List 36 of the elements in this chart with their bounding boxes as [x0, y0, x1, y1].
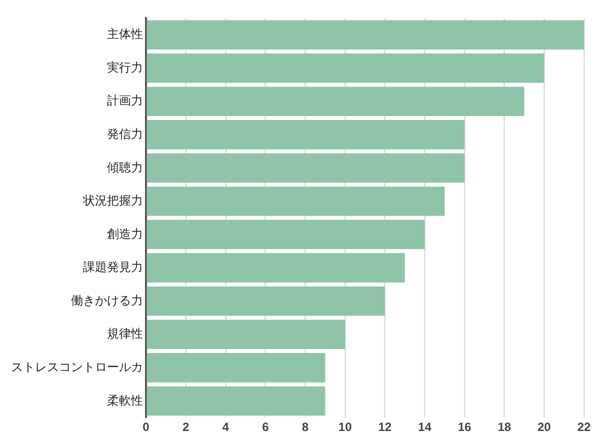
bar — [146, 320, 346, 350]
y-tick-label: ストレスコントロールカ — [11, 360, 143, 374]
bar — [146, 253, 405, 282]
x-tick-label: 18 — [498, 420, 512, 434]
y-tick-label: 主体性 — [107, 27, 143, 42]
y-tick-label: 状況把握力 — [82, 194, 143, 208]
x-tick-label: 6 — [262, 420, 270, 434]
x-tick-label: 14 — [418, 420, 432, 434]
bar — [146, 20, 584, 50]
x-tick-label: 12 — [378, 420, 392, 434]
bar — [146, 53, 544, 83]
x-tick-label: 20 — [538, 420, 552, 434]
y-tick-label: 課題発見力 — [83, 260, 143, 274]
bar — [146, 86, 524, 116]
y-tick-label: 実行力 — [107, 60, 143, 74]
x-tick-label: 16 — [458, 420, 472, 434]
x-tick-label: 4 — [222, 420, 230, 434]
bar — [146, 386, 326, 416]
x-tick-label: 10 — [338, 420, 352, 434]
y-tick-label: 計画力 — [107, 94, 143, 108]
y-tick-label: 柔軟性 — [107, 393, 143, 408]
y-tick-label: 傾聴力 — [107, 160, 143, 174]
y-tick-label: 創造力 — [107, 226, 143, 241]
y-tick-label: 規律性 — [107, 326, 143, 341]
x-tick-label: 8 — [302, 420, 309, 434]
y-tick-label: 発信力 — [107, 127, 143, 142]
bar — [146, 286, 385, 316]
bar — [146, 220, 425, 250]
x-tick-label: 0 — [142, 420, 150, 434]
x-tick-label: 2 — [182, 420, 190, 434]
bar — [146, 120, 465, 150]
bar — [146, 153, 465, 183]
x-tick-label: 22 — [577, 420, 591, 434]
y-tick-label: 働きかける力 — [71, 293, 143, 308]
bar — [146, 353, 326, 382]
bar — [146, 186, 445, 216]
